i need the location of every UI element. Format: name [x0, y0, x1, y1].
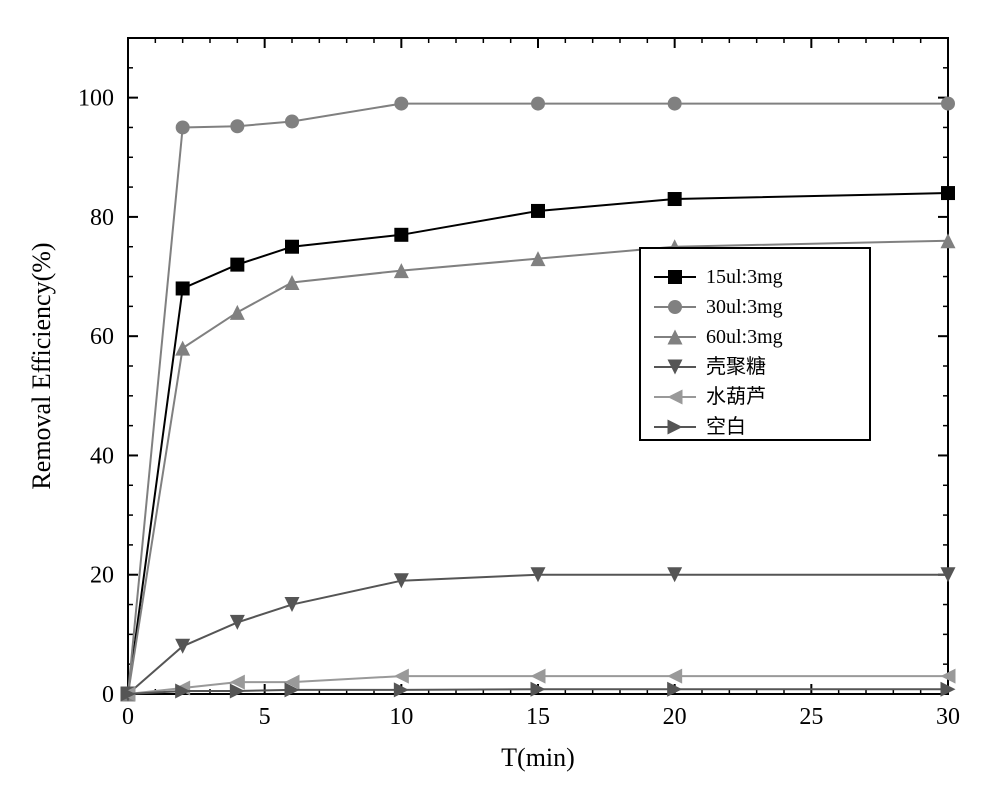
- x-tick-label: 10: [389, 704, 413, 730]
- y-tick-label: 40: [90, 443, 114, 469]
- legend-label: 水葫芦: [706, 385, 766, 408]
- x-tick-label: 0: [122, 704, 134, 730]
- x-tick-label: 5: [259, 704, 271, 730]
- y-tick-label: 0: [102, 682, 114, 708]
- legend-label: 壳聚糖: [706, 355, 766, 378]
- y-tick-label: 80: [90, 205, 114, 231]
- line-chart: 0 5 10 15 20 25 30 T(min) 0 20 40 60 80 100 Removal Ef…: [0, 0, 1000, 799]
- x-tick-label: 20: [663, 704, 687, 730]
- y-tick-label: 60: [90, 324, 114, 350]
- legend-label: 30ul:3mg: [706, 296, 783, 318]
- y-tick-label: 100: [78, 86, 114, 112]
- x-axis-title: T(min): [501, 743, 575, 772]
- x-tick-label: 25: [799, 704, 823, 730]
- chart-container: 0 5 10 15 20 25 30 T(min) 0 20 40 60 80 100 Removal Ef…: [0, 0, 1000, 799]
- y-tick-label: 20: [90, 563, 114, 589]
- legend-label: 15ul:3mg: [706, 266, 783, 288]
- legend-label: 60ul:3mg: [706, 326, 783, 348]
- x-tick-label: 30: [936, 704, 960, 730]
- x-tick-label: 15: [526, 704, 550, 730]
- y-axis-title: Removal Efficiency(%): [27, 242, 56, 489]
- legend-label: 空白: [706, 415, 746, 438]
- legend: 15ul:3mg 30ul:3mg 60ul:3mg 壳聚糖水葫芦空白: [640, 248, 870, 440]
